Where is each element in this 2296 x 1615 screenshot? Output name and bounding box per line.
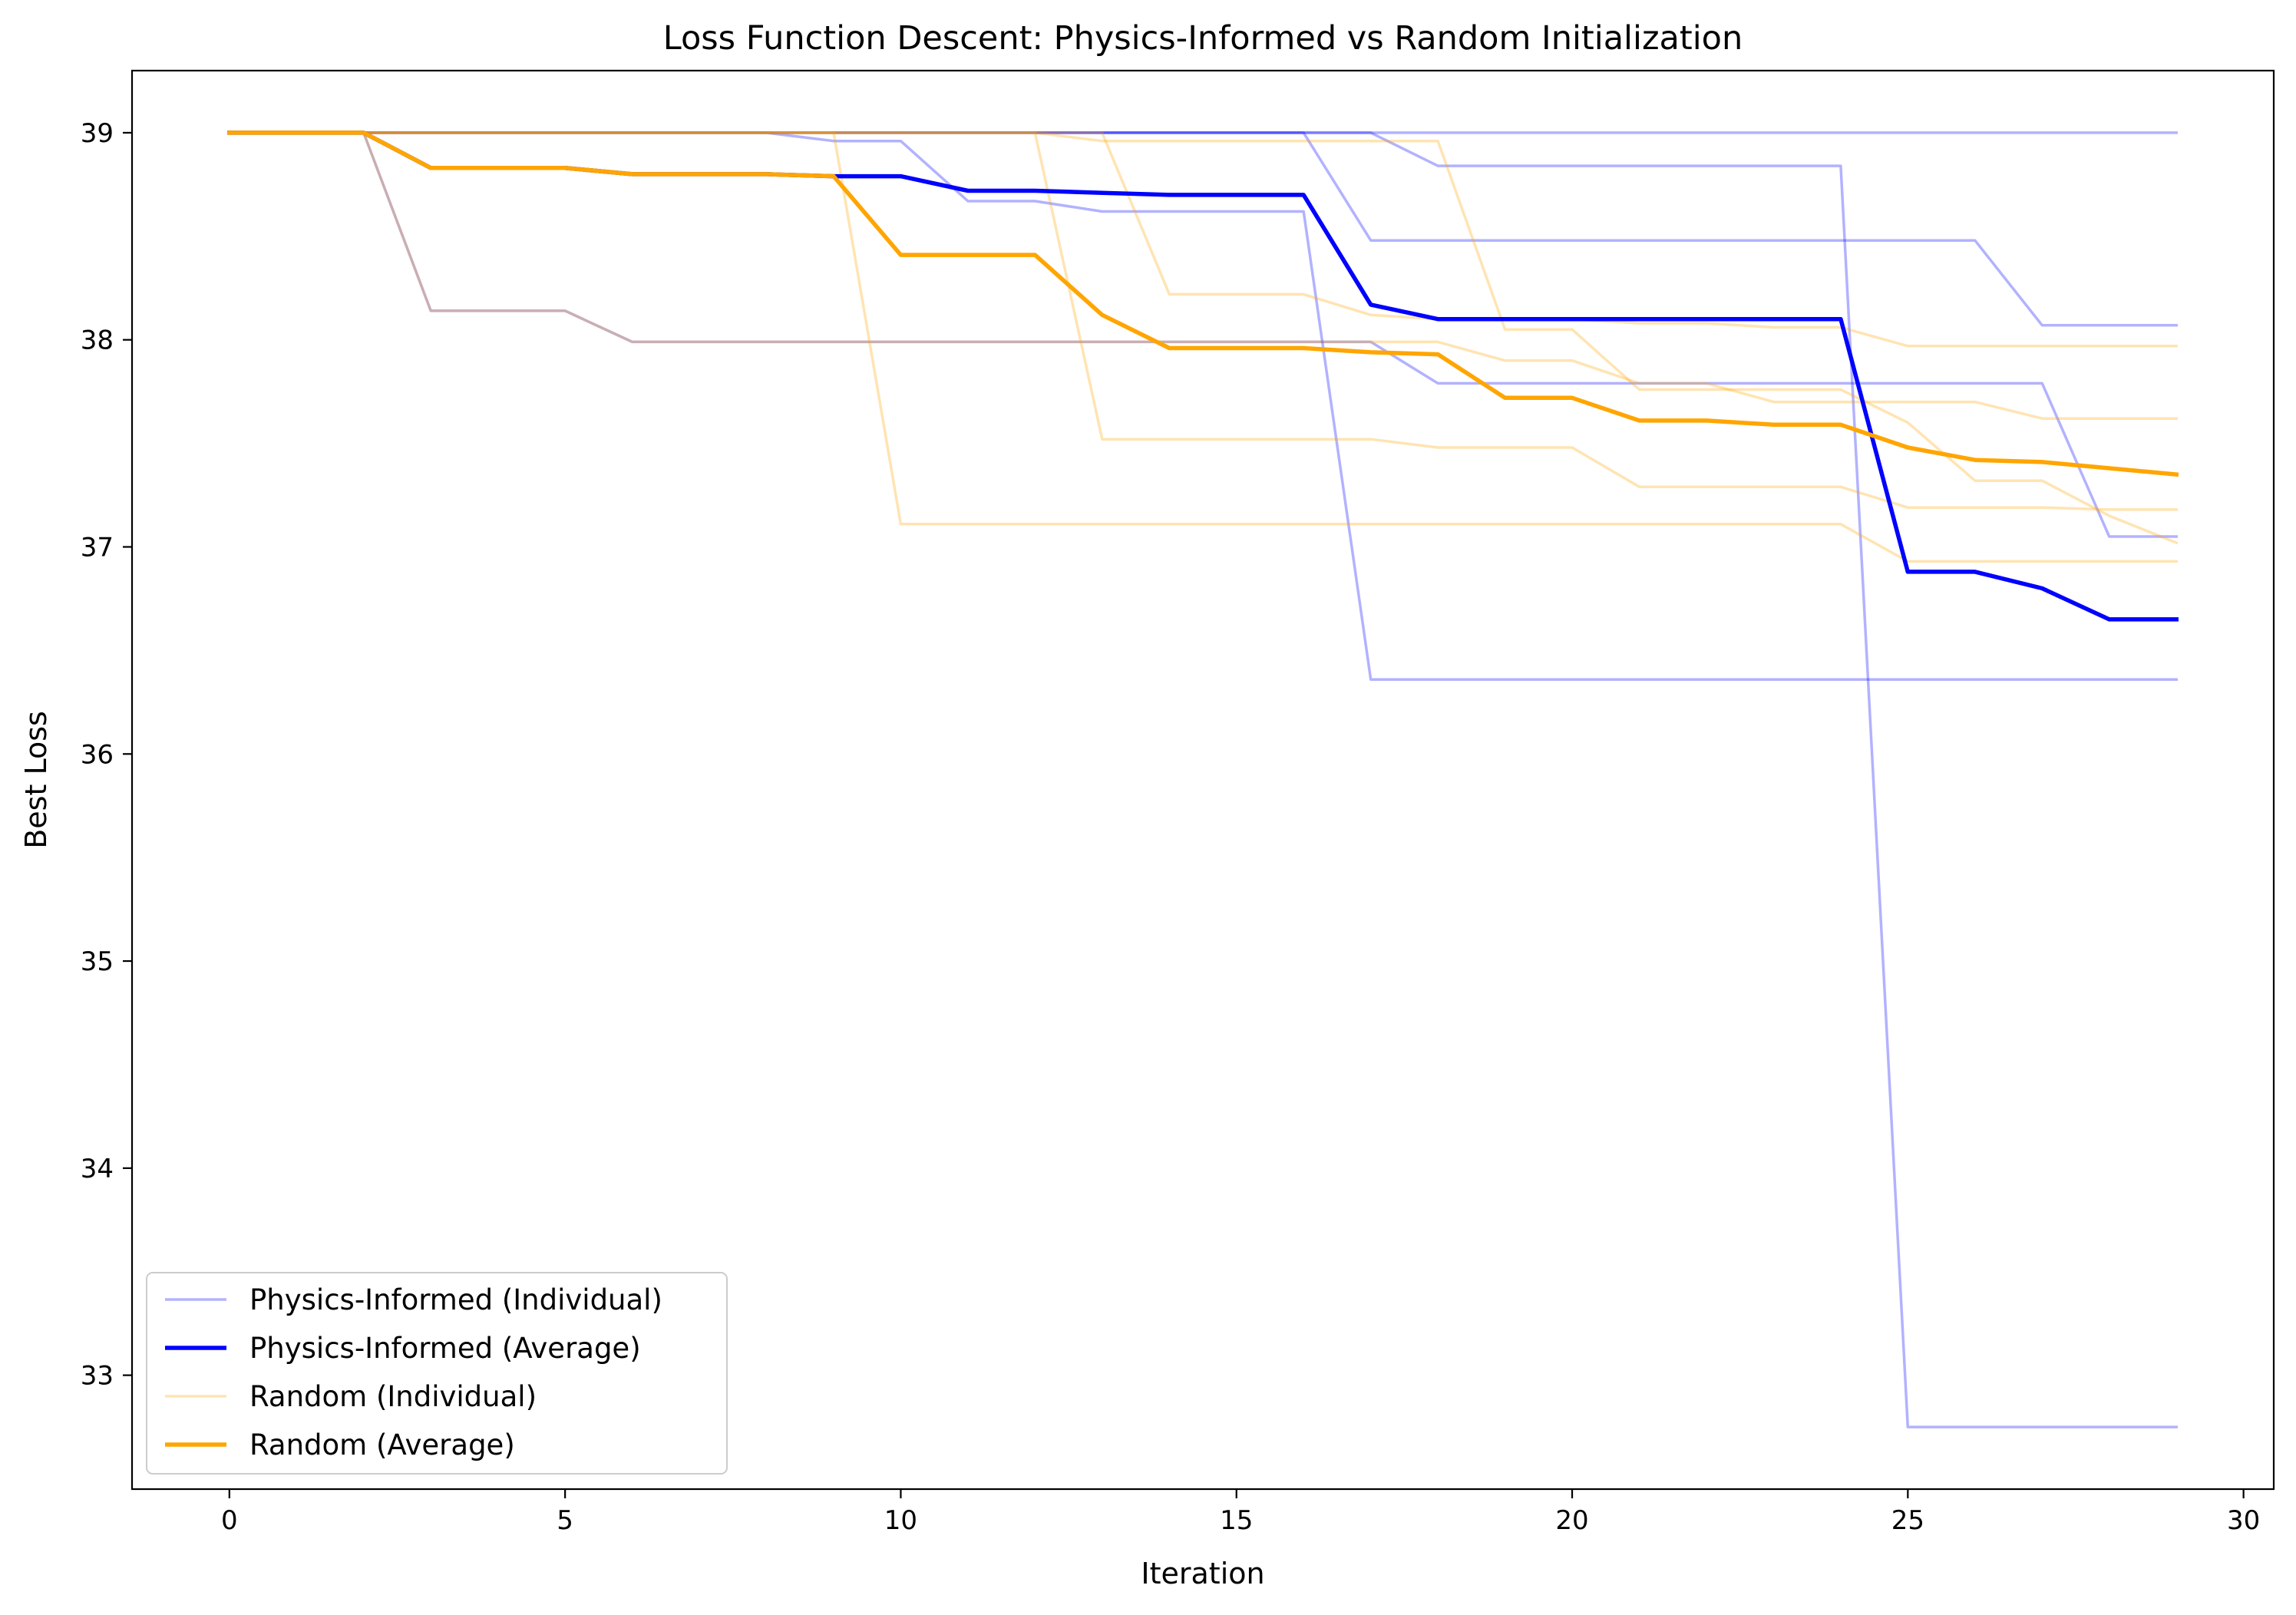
- y-axis-label: Best Loss: [19, 711, 53, 849]
- legend-label-3: Random (Individual): [249, 1380, 537, 1413]
- x-tick-label-20: 20: [1555, 1505, 1588, 1536]
- series-line-random-individual-5: [228, 131, 2178, 420]
- legend-label-1: Physics-Informed (Individual): [249, 1283, 662, 1316]
- series-line-physics-individual-5: [228, 131, 2178, 538]
- legend-frame: [146, 1272, 728, 1475]
- y-axis-ticks: 33 34 35 36 37 38 39: [81, 118, 132, 1392]
- y-tick-label-38: 38: [81, 325, 114, 356]
- x-tick-label-5: 5: [557, 1505, 573, 1536]
- x-tick-label-25: 25: [1891, 1505, 1924, 1536]
- legend: Physics-Informed (Individual) Physics-Inf…: [146, 1272, 728, 1475]
- plot-frame: [130, 69, 2275, 1491]
- y-tick-label-35: 35: [81, 946, 114, 977]
- y-tick-label-36: 36: [81, 739, 114, 770]
- series-line-random-individual-2: [228, 131, 2178, 511]
- series-line-random-average-1: [227, 130, 2179, 477]
- y-tick-label-33: 33: [81, 1361, 114, 1392]
- series-line-physics-individual-4: [228, 131, 2178, 681]
- series-line-random-individual-3: [228, 131, 2178, 348]
- legend-items: Physics-Informed (Individual) Physics-Inf…: [165, 1283, 662, 1461]
- series-line-random-individual-1: [228, 131, 2178, 563]
- x-tick-label-15: 15: [1220, 1505, 1253, 1536]
- y-tick-label-34: 34: [81, 1154, 114, 1184]
- x-axis-label: Iteration: [1141, 1557, 1264, 1590]
- series-layer: [227, 130, 2179, 1428]
- x-tick-label-30: 30: [2227, 1505, 2260, 1536]
- legend-label-2: Physics-Informed (Average): [249, 1332, 641, 1365]
- x-axis-ticks: 0 5 10 15 20 25 30: [221, 1489, 2260, 1536]
- legend-label-4: Random (Average): [249, 1428, 515, 1461]
- chart-title: Loss Function Descent: Physics-Informed …: [663, 19, 1743, 58]
- series-line-random-individual-4: [228, 131, 2179, 545]
- y-tick-label-39: 39: [81, 118, 114, 149]
- y-tick-label-37: 37: [81, 532, 114, 563]
- x-tick-label-0: 0: [221, 1505, 238, 1536]
- series-line-physics-individual-2: [228, 131, 2178, 1428]
- x-tick-label-10: 10: [884, 1505, 917, 1536]
- series-line-physics-individual-3: [228, 131, 2178, 327]
